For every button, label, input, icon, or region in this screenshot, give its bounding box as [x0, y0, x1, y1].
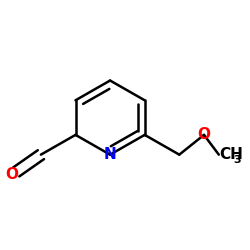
Text: O: O [198, 128, 210, 142]
Text: 3: 3 [234, 154, 241, 164]
Text: N: N [104, 147, 117, 162]
Text: O: O [5, 167, 18, 182]
Text: CH: CH [219, 147, 243, 162]
